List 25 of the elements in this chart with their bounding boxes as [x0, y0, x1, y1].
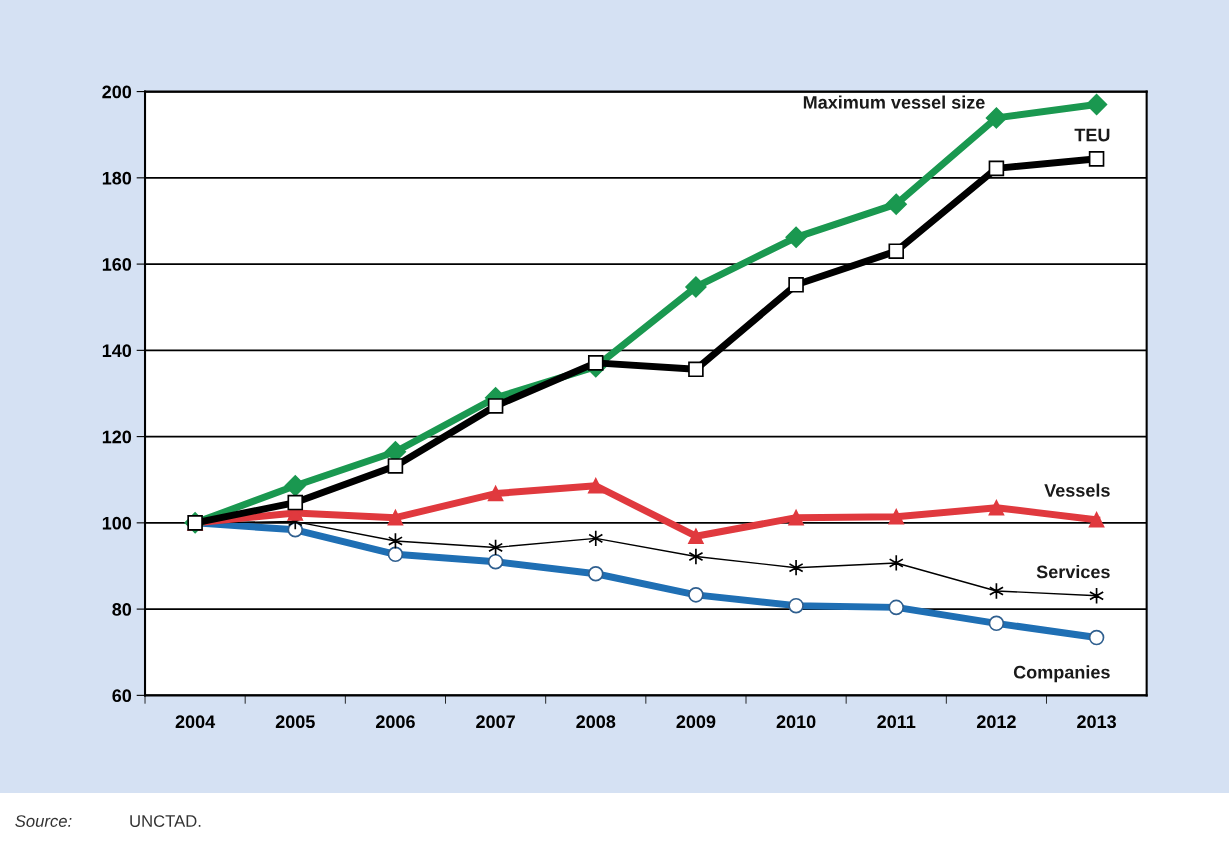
- x-tick-label: 2006: [375, 715, 415, 729]
- x-tick-label: 2012: [976, 715, 1016, 729]
- x-tick-label: 2007: [476, 715, 515, 729]
- x-tick-label: 2013: [1077, 715, 1117, 729]
- x-tick-label: 2011: [877, 715, 916, 729]
- x-tick-label: 2004: [175, 715, 216, 729]
- y-tick-label: 200: [102, 85, 132, 99]
- y-tick-label: 60: [112, 689, 132, 703]
- series-label: Vessels: [1044, 483, 1110, 497]
- y-tick-label: 180: [102, 171, 132, 185]
- x-tick-label: 2009: [676, 715, 716, 729]
- x-tick-label: 2010: [776, 715, 816, 729]
- y-tick-label: 120: [102, 430, 132, 444]
- y-tick-label: 100: [102, 516, 132, 530]
- series-label: Services: [1036, 565, 1110, 579]
- text: UNCTAD.: [130, 815, 201, 827]
- series-label: Maximum vessel size: [803, 95, 985, 109]
- series-label: TEU: [1074, 128, 1110, 142]
- y-tick-label: 80: [112, 603, 132, 616]
- x-tick-label: 2008: [576, 715, 616, 729]
- series-label: Companies: [1013, 665, 1110, 683]
- y-tick-label: 140: [102, 344, 132, 358]
- source-note: Source:: [15, 815, 72, 827]
- x-tick-label: 2005: [275, 715, 315, 729]
- y-tick-label: 160: [102, 258, 132, 271]
